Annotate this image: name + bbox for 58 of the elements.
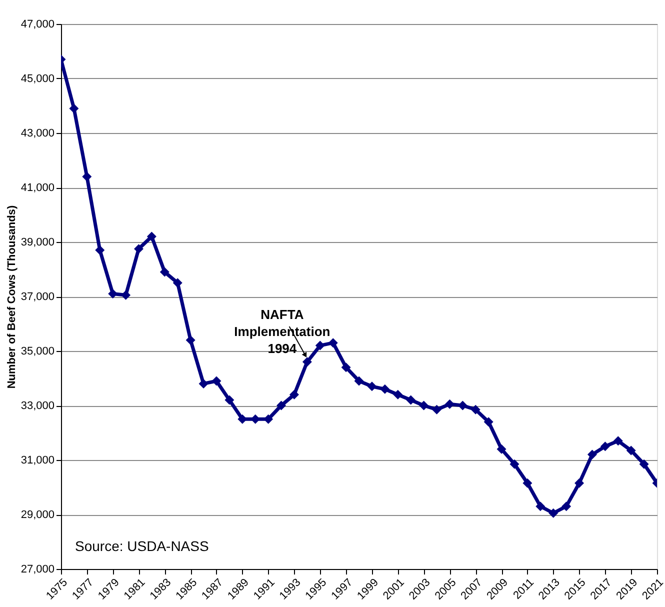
point — [574, 478, 584, 488]
point — [354, 376, 364, 386]
point — [562, 502, 572, 512]
point — [276, 400, 286, 410]
point — [393, 390, 403, 400]
y-axis-title: Number of Beef Cows (Thousands) — [6, 204, 18, 389]
point — [250, 414, 260, 424]
point — [315, 340, 325, 350]
point — [458, 400, 468, 410]
point — [639, 459, 649, 469]
y-tick-label: 29,000 — [20, 509, 54, 521]
y-tick-label: 37,000 — [20, 291, 54, 303]
point — [198, 378, 208, 388]
y-tick-label: 35,000 — [20, 346, 54, 358]
point — [380, 384, 390, 394]
point — [238, 414, 248, 424]
point — [600, 442, 610, 452]
point — [626, 446, 636, 456]
point — [419, 400, 429, 410]
point — [69, 104, 79, 114]
point — [224, 395, 234, 405]
point — [496, 444, 506, 454]
point — [587, 450, 597, 460]
point — [186, 335, 196, 345]
point — [212, 376, 222, 386]
point — [484, 417, 494, 427]
y-tick-label: 27,000 — [20, 564, 54, 576]
point — [134, 244, 144, 254]
point — [121, 290, 131, 300]
point — [613, 436, 623, 446]
y-tick-label: 41,000 — [20, 182, 54, 194]
point — [367, 382, 377, 392]
point — [406, 395, 416, 405]
point — [536, 502, 546, 512]
point — [146, 232, 156, 242]
point — [160, 267, 170, 277]
annotation: Source: USDA-NASS — [75, 538, 209, 554]
point — [328, 338, 338, 348]
point — [289, 390, 299, 400]
y-tick-label: 47,000 — [20, 18, 54, 30]
y-tick-label: 31,000 — [20, 454, 54, 466]
y-tick-label: 33,000 — [20, 400, 54, 412]
point — [432, 404, 442, 414]
point — [82, 172, 92, 182]
y-tick-label: 39,000 — [20, 236, 54, 248]
point — [95, 245, 105, 255]
point — [341, 362, 351, 372]
point — [470, 404, 480, 414]
point — [302, 357, 312, 367]
point — [548, 508, 558, 518]
point — [522, 478, 532, 488]
y-tick-label: 45,000 — [20, 73, 54, 85]
point — [264, 414, 274, 424]
point — [444, 399, 454, 409]
point — [172, 278, 182, 288]
point — [510, 459, 520, 469]
y-tick-label: 43,000 — [20, 128, 54, 140]
point — [108, 289, 118, 299]
